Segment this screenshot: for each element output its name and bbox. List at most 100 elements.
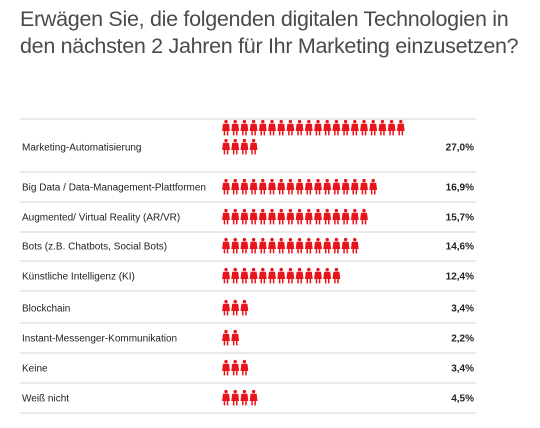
person-icon (240, 178, 249, 195)
person-icon (304, 237, 313, 254)
person-icon (277, 267, 286, 284)
person-icon (240, 267, 249, 284)
pictogram-bar (222, 237, 359, 254)
person-icon (249, 237, 258, 254)
person-icon (350, 208, 359, 225)
person-icon (323, 119, 332, 136)
value-label: 3,4% (451, 364, 474, 375)
person-icon (387, 119, 396, 136)
person-icon (286, 119, 295, 136)
person-icon (268, 208, 276, 225)
person-icon (323, 178, 332, 195)
person-icon (350, 237, 359, 254)
value-label: 14,6% (446, 242, 474, 253)
person-icon (341, 208, 350, 225)
person-icon (249, 138, 258, 155)
person-icon (231, 138, 240, 155)
person-icon (304, 267, 313, 284)
person-icon (295, 237, 304, 254)
person-icon (314, 208, 322, 225)
person-icon (222, 138, 230, 155)
person-icon (222, 389, 230, 406)
person-icon (286, 267, 295, 284)
person-icon (277, 119, 286, 136)
person-icon (231, 178, 240, 195)
person-icon (295, 267, 304, 284)
value-label: 27,0% (446, 143, 474, 154)
person-icon (286, 178, 295, 195)
category-label: Instant-Messenger-Kommunikation (22, 334, 177, 345)
person-icon (258, 208, 267, 225)
person-icon (222, 178, 230, 195)
value-label: 16,9% (446, 183, 474, 194)
person-icon (240, 359, 249, 376)
pictogram-bar (222, 178, 378, 195)
person-icon (268, 267, 276, 284)
person-icon (332, 178, 341, 195)
category-label: Marketing-Automatisierung (22, 143, 142, 154)
person-icon (341, 178, 350, 195)
person-icon (369, 178, 378, 195)
person-icon (378, 119, 387, 136)
person-icon (240, 138, 249, 155)
person-icon (268, 237, 276, 254)
person-icon (323, 237, 332, 254)
person-icon (231, 389, 240, 406)
pictogram-bar (222, 267, 341, 284)
person-icon (277, 237, 286, 254)
person-icon (240, 208, 249, 225)
chart-title: Erwägen Sie, die folgenden digitalen Tec… (20, 6, 530, 60)
pictogram-bar (222, 389, 258, 406)
person-icon (314, 178, 322, 195)
value-label: 2,2% (451, 334, 474, 345)
person-icon (332, 119, 341, 136)
person-icon (332, 267, 341, 284)
category-label: Big Data / Data-Management-Plattformen (22, 183, 206, 194)
person-icon (286, 208, 295, 225)
person-icon (277, 178, 286, 195)
person-icon (295, 178, 304, 195)
pictogram-bar (222, 329, 240, 346)
person-icon (314, 267, 322, 284)
person-icon (332, 237, 341, 254)
category-label: Künstliche Intelligenz (KI) (22, 272, 135, 283)
person-icon (360, 208, 368, 225)
person-icon (304, 208, 313, 225)
person-icon (258, 178, 267, 195)
person-icon (231, 237, 240, 254)
person-icon (249, 119, 258, 136)
person-icon (249, 389, 258, 406)
pictogram-bar (222, 119, 405, 155)
person-icon (268, 119, 276, 136)
category-label: Weiß nicht (22, 394, 69, 405)
person-icon (249, 178, 258, 195)
category-label: Blockchain (22, 304, 70, 315)
person-icon (231, 299, 240, 316)
chart-title-line-1: Erwägen Sie, die folgenden digitalen Tec… (20, 7, 509, 31)
person-icon (350, 119, 359, 136)
category-label: Keine (22, 364, 48, 375)
person-icon (222, 329, 230, 346)
person-icon (369, 119, 378, 136)
person-icon (323, 208, 332, 225)
pictogram-bar (222, 208, 368, 225)
person-icon (314, 119, 322, 136)
pictogram-bar (222, 299, 249, 316)
person-icon (222, 359, 230, 376)
person-icon (222, 299, 230, 316)
person-icon (222, 237, 230, 254)
person-icon (314, 237, 322, 254)
chart-title-line-2: den nächsten 2 Jahren für Ihr Marketing … (20, 34, 519, 58)
person-icon (231, 329, 240, 346)
person-icon (240, 389, 249, 406)
person-icon (222, 119, 230, 136)
person-icon (323, 267, 332, 284)
person-icon (341, 237, 350, 254)
person-icon (240, 119, 249, 136)
value-label: 15,7% (446, 213, 474, 224)
person-icon (286, 237, 295, 254)
person-icon (258, 237, 267, 254)
person-icon (249, 208, 258, 225)
value-label: 4,5% (451, 394, 474, 405)
